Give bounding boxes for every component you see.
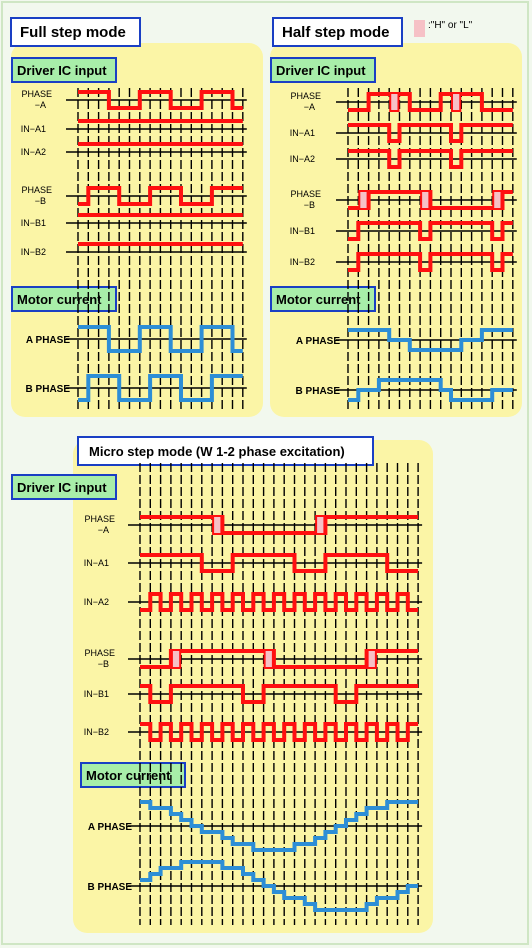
half-wave-in-b1 bbox=[348, 221, 513, 241]
micro-label-b-phase: B PHASE bbox=[88, 882, 133, 893]
half-step-title: Half step mode bbox=[272, 17, 403, 47]
full-label-phase-a: PHASE bbox=[21, 89, 52, 99]
micro-wave-in-a1 bbox=[140, 553, 419, 573]
half-highlight-phase-a-2 bbox=[451, 92, 462, 112]
micro-label-in-b1: IN−B1 bbox=[84, 689, 109, 699]
full-label-in-b1: IN−B1 bbox=[21, 218, 46, 228]
half-highlight-phase-a-1 bbox=[389, 92, 400, 112]
half-wave-in-b2 bbox=[348, 252, 513, 272]
full-current-b bbox=[78, 374, 243, 402]
full-label-b-phase: B PHASE bbox=[26, 384, 71, 395]
micro-highlight-phase-b-1 bbox=[170, 649, 182, 669]
micro-label-phase-a-sub: −A bbox=[98, 525, 109, 535]
half-label-phase-b-sub: −B bbox=[304, 200, 315, 210]
micro-label-in-a1: IN−A1 bbox=[84, 558, 109, 568]
micro-wave-phase-a bbox=[140, 515, 419, 535]
micro-wave-in-a2 bbox=[140, 592, 419, 612]
full-wave-phase-b bbox=[78, 186, 243, 206]
highlight-legend-swatch bbox=[414, 20, 425, 37]
micro-label-in-b2: IN−B2 bbox=[84, 727, 109, 737]
half-highlight-phase-b-1 bbox=[358, 190, 369, 210]
micro-highlight-phase-a-2 bbox=[315, 515, 326, 535]
micro-motor-current-tag: Motor current bbox=[80, 762, 186, 788]
half-highlight-phase-b-3 bbox=[492, 190, 503, 210]
half-label-in-b2: IN−B2 bbox=[290, 257, 315, 267]
full-step-panel bbox=[11, 43, 263, 417]
half-label-phase-a-sub: −A bbox=[304, 102, 315, 112]
micro-wave-in-b1 bbox=[140, 684, 419, 704]
micro-label-a-phase: A PHASE bbox=[88, 822, 132, 833]
micro-label-in-a2: IN−A2 bbox=[84, 597, 109, 607]
half-label-in-a2: IN−A2 bbox=[290, 154, 315, 164]
micro-highlight-phase-a-1 bbox=[212, 515, 223, 535]
micro-current-b bbox=[140, 860, 419, 912]
full-label-phase-b: PHASE bbox=[21, 185, 52, 195]
micro-highlight-phase-b-3 bbox=[366, 649, 377, 669]
micro-highlight-phase-b-2 bbox=[263, 649, 274, 669]
half-wave-in-a2 bbox=[348, 149, 513, 169]
full-motor-current-tag: Motor current bbox=[11, 286, 117, 312]
half-wave-phase-a bbox=[348, 92, 513, 112]
half-driver-input-tag: Driver IC input bbox=[270, 57, 376, 83]
full-label-in-a1: IN−A1 bbox=[21, 124, 46, 134]
half-label-phase-b: PHASE bbox=[290, 189, 321, 199]
full-label-phase-b-sub: −B bbox=[35, 196, 46, 206]
micro-wave-in-b2 bbox=[140, 722, 419, 742]
half-highlight-phase-b-2 bbox=[420, 190, 431, 210]
micro-label-phase-b-sub: −B bbox=[98, 659, 109, 669]
half-label-b-phase: B PHASE bbox=[296, 386, 341, 397]
half-label-a-phase: A PHASE bbox=[296, 336, 340, 347]
half-label-in-a1: IN−A1 bbox=[290, 128, 315, 138]
half-wave-in-a1 bbox=[348, 123, 513, 143]
full-label-in-b2: IN−B2 bbox=[21, 247, 46, 257]
full-wave-phase-a bbox=[78, 90, 243, 110]
half-label-in-b1: IN−B1 bbox=[290, 226, 315, 236]
full-driver-input-tag: Driver IC input bbox=[11, 57, 117, 83]
full-label-phase-a-sub: −A bbox=[35, 100, 46, 110]
half-current-a bbox=[348, 328, 513, 352]
micro-label-phase-b: PHASE bbox=[84, 648, 115, 658]
micro-driver-input-tag: Driver IC input bbox=[11, 474, 117, 500]
micro-step-title: Micro step mode (W 1-2 phase excitation) bbox=[77, 436, 374, 466]
full-step-title: Full step mode bbox=[10, 17, 141, 47]
micro-label-phase-a: PHASE bbox=[84, 514, 115, 524]
full-current-a bbox=[78, 325, 243, 353]
micro-current-a bbox=[140, 800, 419, 852]
highlight-legend-text: :"H" or "L" bbox=[428, 20, 473, 31]
full-label-a-phase: A PHASE bbox=[26, 335, 70, 346]
half-current-b bbox=[348, 378, 513, 402]
half-label-phase-a: PHASE bbox=[290, 91, 321, 101]
full-label-in-a2: IN−A2 bbox=[21, 147, 46, 157]
